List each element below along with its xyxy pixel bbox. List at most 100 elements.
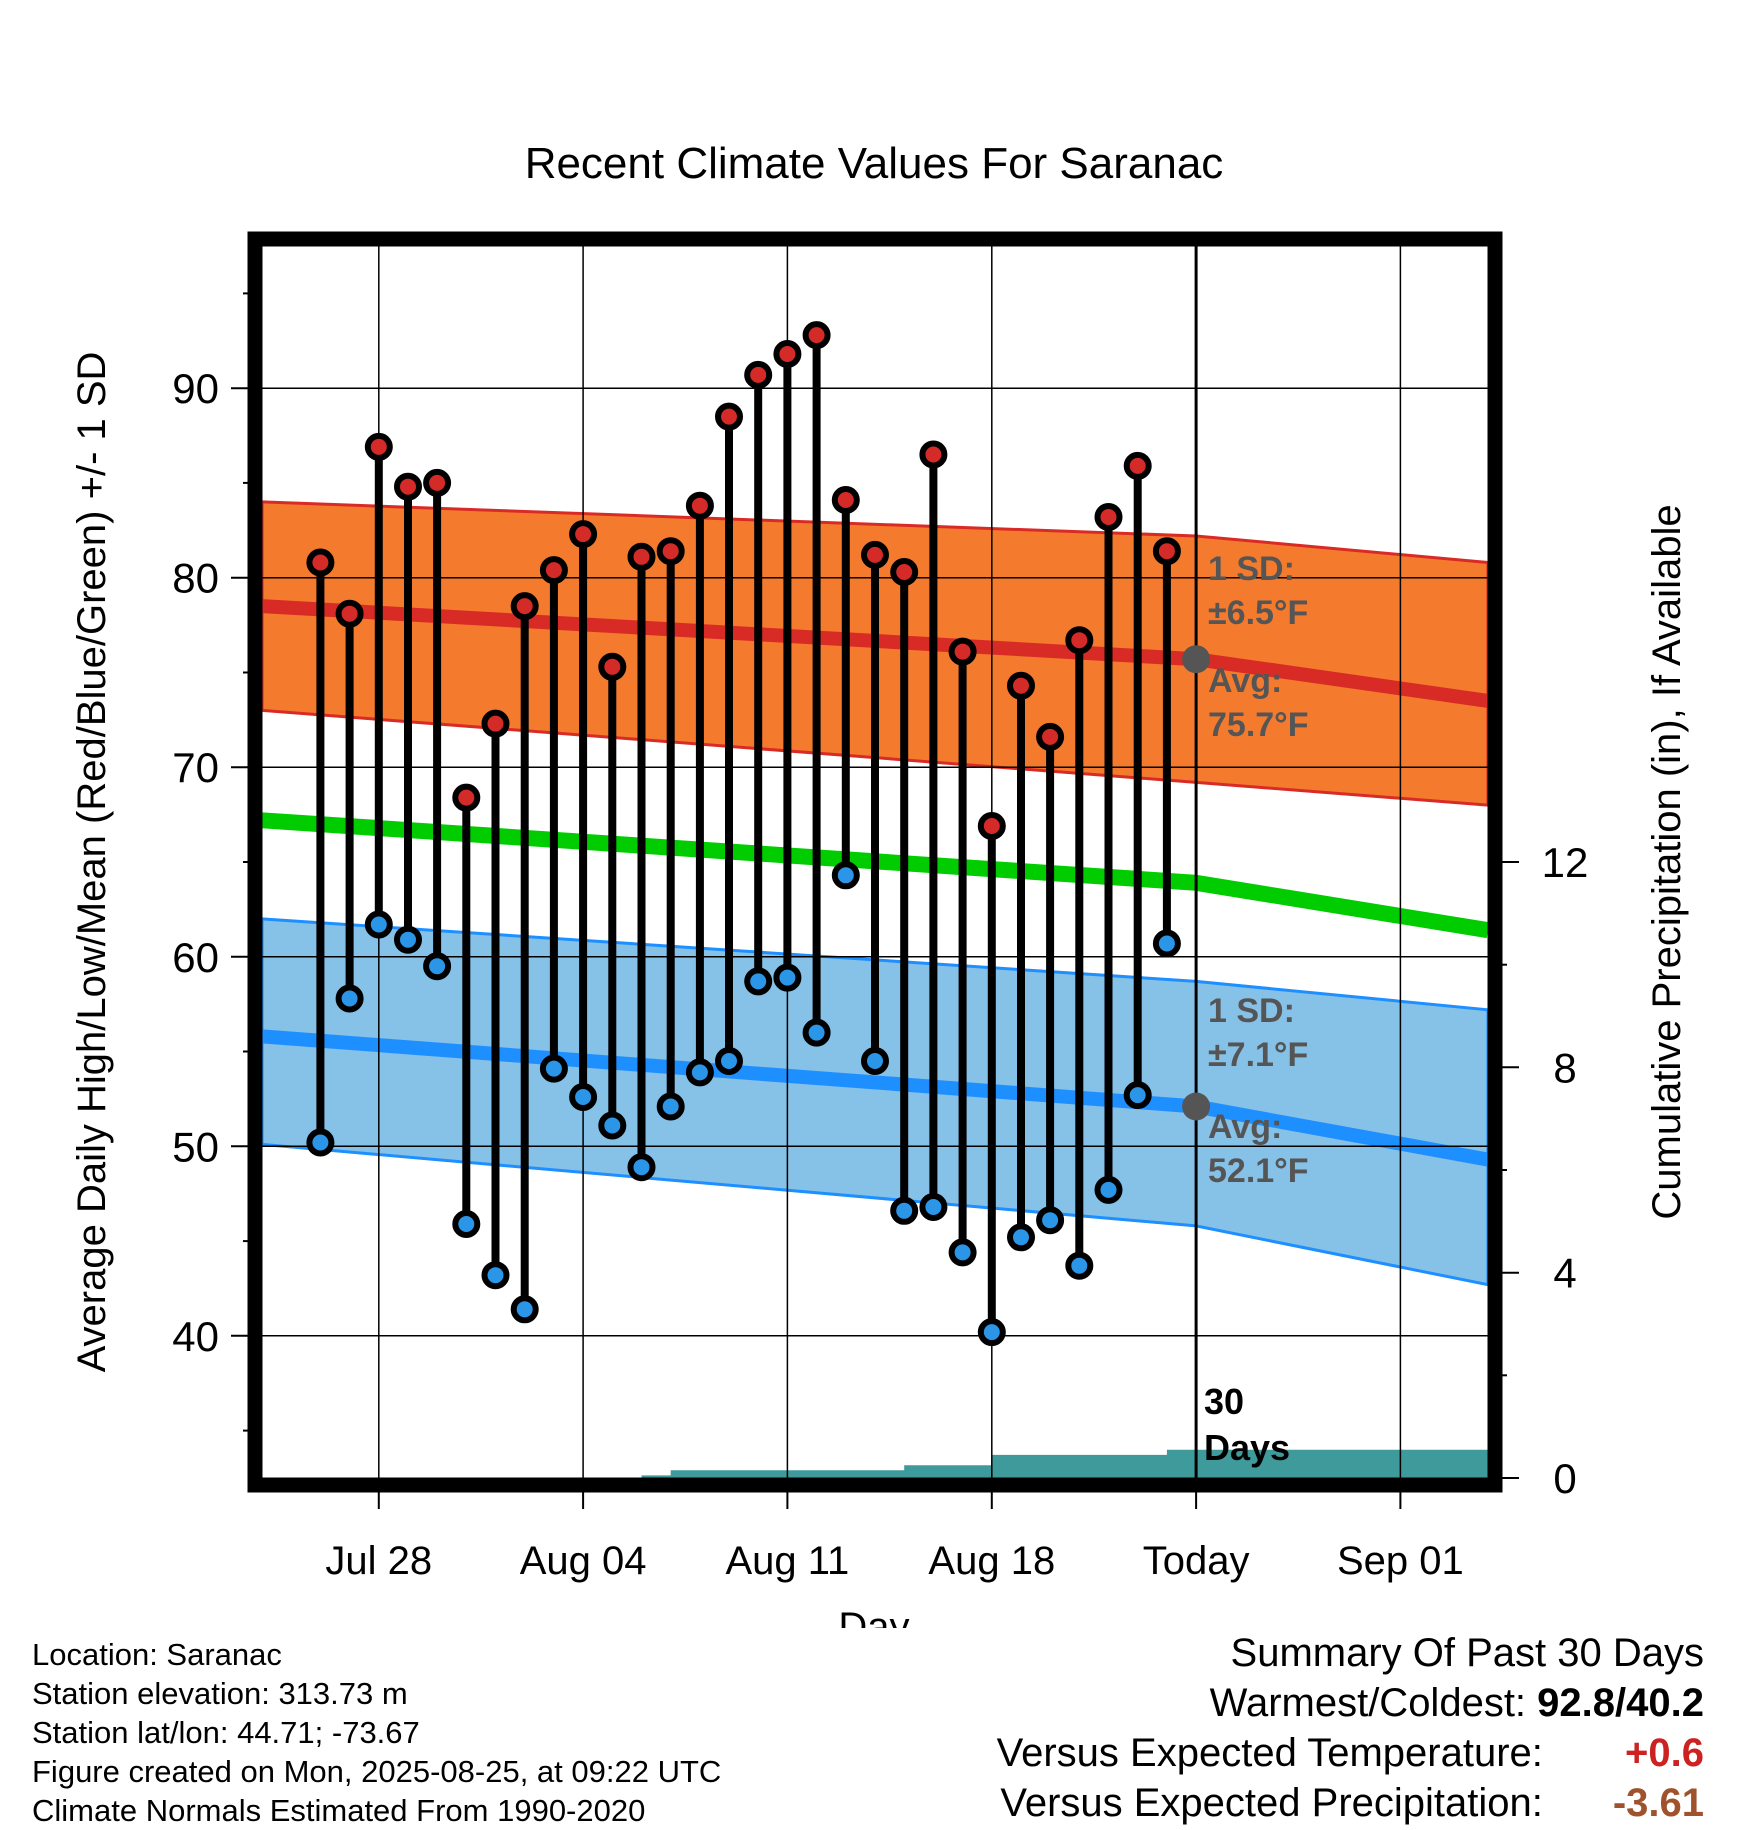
y-tick-label: 90 — [172, 365, 219, 412]
y-axis-label: Average Daily High/Low/Mean (Red/Blue/Gr… — [70, 352, 114, 1373]
daily-low-point — [656, 1092, 685, 1121]
elevation-text: Station elevation: 313.73 m — [32, 1676, 408, 1711]
y2-tick-label: 4 — [1553, 1250, 1576, 1297]
daily-high-point — [306, 548, 335, 577]
high-avg-value: 75.7°F — [1208, 706, 1309, 744]
daily-low-point — [364, 910, 393, 939]
axes: 40 50 60 70 80 90 0 4 8 12 Jul 28 Aug 04 Aug 11 Aug 1… — [70, 292, 1689, 1628]
low-avg-label: Avg: — [1208, 1108, 1282, 1146]
high-avg-label: Avg: — [1208, 662, 1282, 700]
temp-label: Versus Expected Temperature: — [996, 1731, 1543, 1775]
temp-value: +0.6 — [1625, 1731, 1704, 1775]
daily-high-point — [1065, 626, 1094, 655]
daily-low-point — [481, 1261, 510, 1290]
daily-low-point — [335, 984, 364, 1013]
summary-title: Summary Of Past 30 Days — [1230, 1631, 1704, 1675]
daily-low-point — [744, 967, 773, 996]
x-tick-label: Today — [1143, 1539, 1250, 1583]
created-text: Figure created on Mon, 2025-08-25, at 09… — [32, 1754, 722, 1789]
daily-high-point — [656, 537, 685, 566]
summary-precip: Versus Expected Precipitation: -3.61 — [997, 1778, 1704, 1828]
high-sd-label: 1 SD: — [1208, 550, 1295, 588]
daily-low-point — [452, 1210, 481, 1238]
precip-value: -3.61 — [1612, 1781, 1704, 1825]
today-days-label: Days — [1204, 1427, 1290, 1468]
y2-tick-label: 0 — [1553, 1455, 1576, 1502]
daily-low-point — [394, 925, 422, 954]
location-text: Location: Saranac — [32, 1637, 282, 1672]
daily-high-point — [977, 812, 1006, 840]
daily-high-point — [394, 472, 422, 501]
daily-low-point — [802, 1018, 831, 1047]
daily-high-point — [948, 637, 977, 666]
daily-low-point — [977, 1318, 1006, 1347]
daily-high-point — [335, 599, 364, 628]
daily-low-point — [890, 1196, 919, 1225]
station-info: Location: Saranac Station elevation: 313… — [32, 1635, 721, 1830]
y2-tick-label: 12 — [1542, 839, 1589, 886]
daily-high-point — [831, 486, 860, 514]
summary-warm-cold: Warmest/Coldest: 92.8/40.2 — [997, 1678, 1704, 1728]
high-sd-value: ±6.5°F — [1208, 594, 1308, 632]
daily-high-point — [773, 340, 802, 368]
daily-low-point — [948, 1238, 977, 1267]
summary-temp: Versus Expected Temperature: +0.6 — [997, 1728, 1704, 1778]
y-tick-label: 40 — [172, 1313, 219, 1360]
y-tick-label: 70 — [172, 744, 219, 791]
y-tick-label: 80 — [172, 555, 219, 602]
summary-panel: Summary Of Past 30 Days Warmest/Coldest:… — [997, 1628, 1704, 1828]
x-axis-label: Day — [838, 1605, 909, 1628]
low-sd-value: ±7.1°F — [1208, 1036, 1308, 1074]
daily-low-point — [919, 1193, 948, 1221]
warm-cold-label: Warmest/Coldest: — [1209, 1681, 1527, 1725]
x-tick-label: Aug 04 — [520, 1539, 647, 1583]
annotations: 1 SD: ±6.5°F Avg: 75.7°F 1 SD: ±7.1°F Avg: 52.1… — [1182, 550, 1309, 1468]
daily-low-point — [598, 1111, 627, 1140]
daily-high-point — [510, 592, 539, 621]
daily-low-point — [1065, 1251, 1094, 1280]
today-days-label: 30 — [1204, 1381, 1244, 1422]
daily-high-point — [861, 540, 889, 569]
daily-high-point — [481, 709, 510, 738]
daily-low-point — [1094, 1175, 1123, 1204]
daily-high-point — [423, 468, 452, 497]
daily-high-point — [1123, 451, 1152, 480]
x-tick-label: Aug 18 — [928, 1539, 1055, 1583]
daily-high-point — [802, 321, 831, 350]
daily-low-point — [423, 952, 452, 981]
x-tick-label: Jul 28 — [325, 1539, 432, 1583]
daily-low-point — [1007, 1223, 1035, 1252]
daily-high-point — [539, 556, 568, 585]
daily-high-point — [364, 432, 393, 461]
daily-high-point — [715, 402, 743, 431]
daily-low-point — [1036, 1206, 1065, 1235]
daily-high-point — [1094, 503, 1123, 531]
daily-marks — [306, 321, 1181, 1347]
y-tick-label: 50 — [172, 1123, 219, 1170]
warm-cold-value: 92.8/40.2 — [1537, 1681, 1704, 1725]
daily-high-point — [685, 491, 714, 520]
daily-high-point — [744, 360, 773, 389]
daily-low-point — [539, 1054, 568, 1083]
low-avg-value: 52.1°F — [1208, 1152, 1309, 1190]
x-tick-label: Sep 01 — [1337, 1539, 1464, 1583]
daily-low-point — [1152, 929, 1181, 958]
daily-high-point — [1007, 671, 1035, 700]
daily-high-point — [569, 520, 598, 549]
precip-label: Versus Expected Precipitation: — [1000, 1781, 1543, 1825]
daily-high-point — [890, 558, 919, 586]
daily-high-point — [598, 652, 627, 681]
x-tick-label: Aug 11 — [725, 1539, 849, 1583]
chart-title: Recent Climate Values For Saranac — [525, 139, 1224, 188]
daily-high-point — [627, 542, 656, 571]
normals-text: Climate Normals Estimated From 1990-2020 — [32, 1793, 646, 1828]
daily-low-point — [1123, 1081, 1152, 1110]
daily-low-point — [627, 1153, 656, 1182]
y2-axis-label: Cumulative Precipitation (in), If Availa… — [1645, 504, 1689, 1219]
daily-high-point — [452, 783, 481, 812]
precip-area — [262, 1449, 1488, 1478]
daily-high-point — [1036, 722, 1065, 751]
latlon-text: Station lat/lon: 44.71; -73.67 — [32, 1715, 420, 1750]
today-high-avg-marker — [1182, 645, 1211, 674]
daily-low-point — [306, 1128, 335, 1157]
